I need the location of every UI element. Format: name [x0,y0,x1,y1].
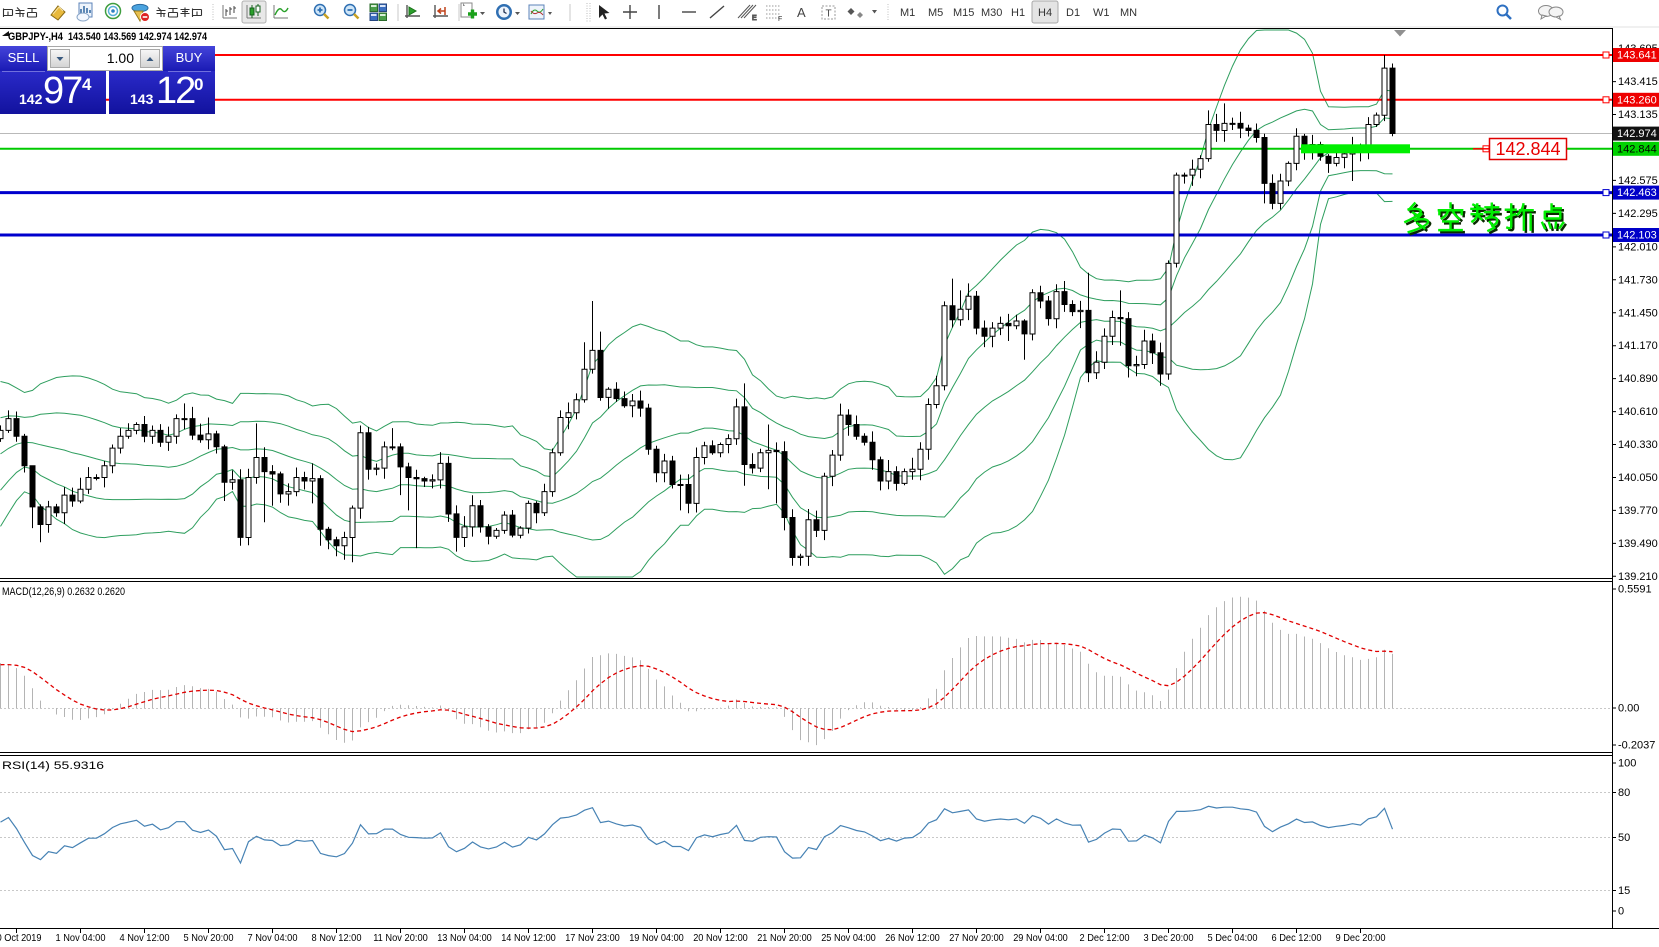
svg-text:15: 15 [1618,885,1630,897]
svg-text:139.210: 139.210 [1618,571,1658,583]
svg-text:20 Nov 12:00: 20 Nov 12:00 [693,932,748,944]
svg-text:8 Nov 12:00: 8 Nov 12:00 [312,932,362,944]
svg-text:21 Nov 20:00: 21 Nov 20:00 [757,932,812,944]
svg-text:142.575: 142.575 [1618,175,1658,187]
svg-text:143.641: 143.641 [1617,50,1657,62]
svg-text:30 Oct 2019: 30 Oct 2019 [0,932,42,944]
svg-text:27 Nov 20:00: 27 Nov 20:00 [949,932,1004,944]
svg-text:141.450: 141.450 [1618,307,1658,319]
svg-text:5 Dec 04:00: 5 Dec 04:00 [1208,932,1258,944]
svg-text:142.463: 142.463 [1617,187,1657,199]
svg-text:2 Dec 12:00: 2 Dec 12:00 [1080,932,1130,944]
svg-text:13 Nov 04:00: 13 Nov 04:00 [437,932,492,944]
svg-text:7 Nov 04:00: 7 Nov 04:00 [248,932,298,944]
svg-text:143.260: 143.260 [1617,94,1657,106]
svg-text:11 Nov 20:00: 11 Nov 20:00 [373,932,428,944]
svg-text:26 Nov 12:00: 26 Nov 12:00 [885,932,940,944]
svg-text:5 Nov 20:00: 5 Nov 20:00 [184,932,234,944]
svg-text:M30: M30 [981,7,1002,19]
svg-text:140.330: 140.330 [1618,439,1658,451]
svg-text:MN: MN [1120,7,1137,19]
svg-text:T: T [826,9,832,20]
svg-text:M15: M15 [953,7,974,19]
svg-text:MACD(12,26,9) 0.2632 0.2620: MACD(12,26,9) 0.2632 0.2620 [2,586,125,598]
svg-text:4 Nov 12:00: 4 Nov 12:00 [120,932,170,944]
svg-text:-0.2037: -0.2037 [1618,740,1655,752]
svg-text:D1: D1 [1066,7,1080,19]
svg-text:141.730: 141.730 [1618,274,1658,286]
svg-text:140.610: 140.610 [1618,406,1658,418]
svg-text:0.00: 0.00 [1618,703,1639,715]
svg-text:0.5591: 0.5591 [1618,584,1652,596]
svg-text:3 Dec 20:00: 3 Dec 20:00 [1144,932,1194,944]
svg-text:142.974: 142.974 [1617,128,1657,140]
svg-text:6 Dec 12:00: 6 Dec 12:00 [1272,932,1322,944]
svg-text:19 Nov 04:00: 19 Nov 04:00 [629,932,684,944]
svg-text:143.135: 143.135 [1618,109,1658,121]
svg-text:142.295: 142.295 [1618,208,1658,220]
svg-text:50: 50 [1618,832,1630,844]
svg-text:142.844: 142.844 [1495,139,1560,159]
svg-text:9 Dec 20:00: 9 Dec 20:00 [1336,932,1386,944]
svg-text:M1: M1 [900,7,915,19]
svg-text:80: 80 [1618,787,1630,799]
svg-text:25 Nov 04:00: 25 Nov 04:00 [821,932,876,944]
svg-text:139.770: 139.770 [1618,505,1658,517]
svg-text:F: F [778,16,782,23]
svg-text:0: 0 [1618,906,1624,918]
svg-text:139.490: 139.490 [1618,538,1658,550]
svg-text:RSI(14) 55.9316: RSI(14) 55.9316 [2,760,104,772]
svg-text:142.844: 142.844 [1617,143,1657,155]
svg-text:1 Nov 04:00: 1 Nov 04:00 [56,932,106,944]
svg-text:W1: W1 [1093,7,1110,19]
svg-text:140.050: 140.050 [1618,472,1658,484]
svg-text:142.103: 142.103 [1617,230,1657,242]
svg-text:142.010: 142.010 [1618,241,1658,253]
svg-text:29 Nov 04:00: 29 Nov 04:00 [1013,932,1068,944]
svg-text:100: 100 [1618,758,1636,770]
svg-text:141.170: 141.170 [1618,340,1658,352]
svg-text:E: E [752,15,757,22]
svg-text:A: A [797,5,806,20]
svg-text:H1: H1 [1011,7,1025,19]
svg-text:17 Nov 23:00: 17 Nov 23:00 [565,932,620,944]
svg-text:140.890: 140.890 [1618,373,1658,385]
svg-text:M5: M5 [928,7,943,19]
svg-text:14 Nov 12:00: 14 Nov 12:00 [501,932,556,944]
svg-text:GBPJPY-,H4: GBPJPY-,H4 [8,31,64,43]
svg-text:143.415: 143.415 [1618,76,1658,88]
svg-text:H4: H4 [1038,7,1052,19]
svg-text:143.540 143.569 142.974 142.97: 143.540 143.569 142.974 142.974 [68,31,208,43]
